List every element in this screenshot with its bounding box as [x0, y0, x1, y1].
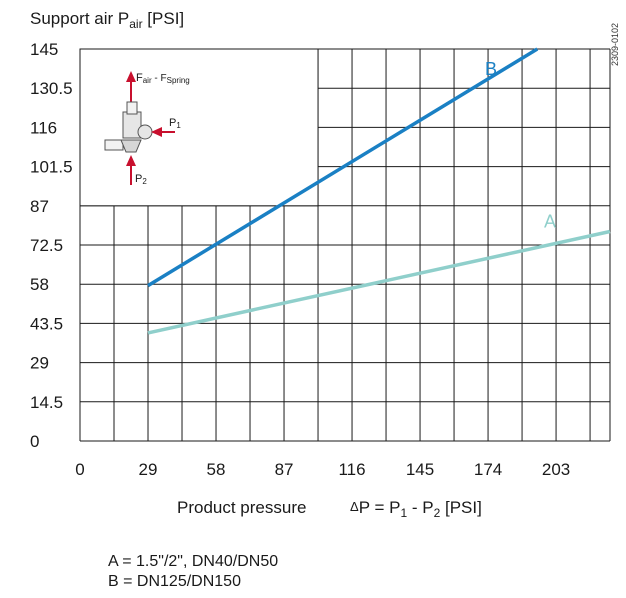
valve-port	[138, 125, 152, 139]
x-tick-label: 58	[207, 460, 226, 479]
inset-box	[80, 49, 318, 206]
x-tick-label: 145	[406, 460, 434, 479]
y-axis-title: Support air Pair [PSI]	[30, 9, 184, 31]
y-tick-label: 101.5	[30, 158, 73, 177]
y-tick-label: 145	[30, 40, 58, 59]
legend-entry-b: B = DN125/DN150	[108, 573, 241, 591]
series-line-a	[148, 232, 610, 333]
legend-entry-a: A = 1.5"/2", DN40/DN50	[108, 553, 278, 571]
x-tick-label: 29	[139, 460, 158, 479]
x-axis-title: Product pressure	[177, 498, 306, 517]
x-tick-label: 203	[542, 460, 570, 479]
y-tick-label: 116	[30, 118, 57, 137]
x-tick-label: 174	[474, 460, 502, 479]
series-label-a: A	[544, 211, 556, 231]
y-tick-label: 87	[30, 197, 49, 216]
y-tick-label: 14.5	[30, 393, 63, 412]
document-id: 2309-0102	[610, 23, 620, 66]
series-label-b: B	[485, 59, 497, 79]
y-tick-label: 58	[30, 275, 49, 294]
x-tick-label: 87	[275, 460, 294, 479]
y-tick-label: 72.5	[30, 236, 63, 255]
y-tick-label: 130.5	[30, 79, 73, 98]
y-tick-label: 43.5	[30, 314, 63, 333]
valve-stem	[127, 102, 137, 114]
valve-pipe	[105, 140, 123, 150]
x-tick-label: 116	[338, 460, 365, 479]
y-tick-label: 0	[30, 432, 39, 451]
x-axis-formula: ΔP = P1 - P2 [PSI]	[350, 498, 482, 520]
x-tick-label: 0	[75, 460, 84, 479]
y-tick-label: 29	[30, 354, 49, 373]
